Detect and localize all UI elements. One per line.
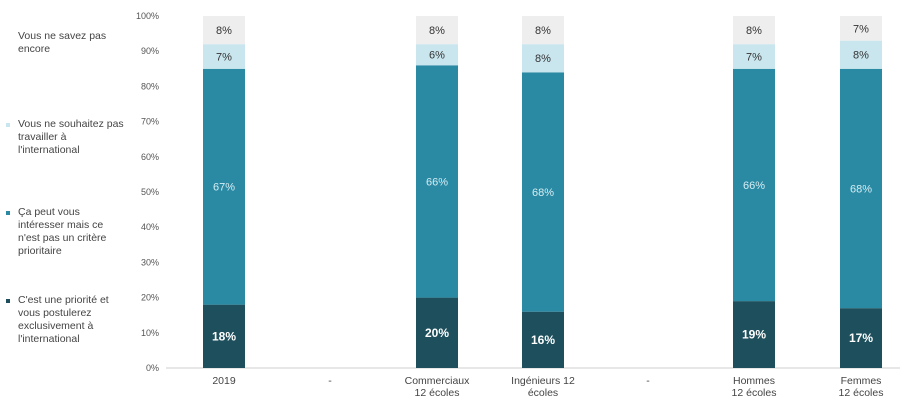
- data-label: 19%: [742, 328, 766, 342]
- bar-segment: [416, 16, 458, 45]
- y-tick-label: 60%: [141, 152, 159, 162]
- y-tick-label: 20%: [141, 293, 159, 303]
- y-tick-label: 30%: [141, 257, 159, 267]
- data-label: 18%: [212, 329, 236, 343]
- data-label: 20%: [425, 326, 449, 340]
- data-label: 17%: [849, 331, 873, 345]
- y-tick-label: 80%: [141, 81, 159, 91]
- data-label: 8%: [853, 50, 869, 62]
- bar-segment: [416, 65, 458, 298]
- data-label: 8%: [746, 25, 762, 37]
- legend-marker: [6, 211, 10, 215]
- x-tick-label: -: [328, 375, 332, 387]
- data-label: 7%: [216, 51, 232, 63]
- y-tick-label: 40%: [141, 222, 159, 232]
- legend-item: Vous ne souhaitez pas travailler à l'int…: [6, 118, 124, 157]
- bar-segment: [522, 44, 564, 73]
- bar-segment: [840, 16, 882, 41]
- data-label: 7%: [853, 23, 869, 35]
- legend-label: Ça peut vous intéresser mais ce n'est pa…: [18, 206, 107, 257]
- legend-item: C'est une priorité et vous postulerez ex…: [6, 294, 124, 346]
- x-tick-label: Femmes 12 écoles: [839, 375, 884, 399]
- bar-segment: [733, 44, 775, 69]
- legend-item: Vous ne savez pas encore: [6, 30, 124, 56]
- bar-segment: [203, 16, 245, 45]
- data-label: 8%: [535, 53, 551, 65]
- bar-segment: [840, 68, 882, 309]
- legend-item: Ça peut vous intéresser mais ce n'est pa…: [6, 206, 124, 258]
- x-tick-label: -: [646, 375, 650, 387]
- legend-marker: [6, 299, 10, 303]
- bar-segment: [733, 301, 775, 368]
- y-tick-label: 70%: [141, 117, 159, 127]
- bar-segment: [203, 68, 245, 305]
- legend-marker: [6, 123, 10, 127]
- bar-segment: [733, 68, 775, 302]
- data-label: 6%: [429, 50, 445, 62]
- data-label: 68%: [532, 187, 554, 199]
- bar-segment: [203, 44, 245, 69]
- legend-label: C'est une priorité et vous postulerez ex…: [18, 294, 109, 345]
- data-label: 16%: [531, 333, 555, 347]
- y-tick-label: 100%: [136, 11, 159, 21]
- data-label: 67%: [213, 182, 235, 194]
- x-axis: 2019 - Commerciaux 12 écoles Ingénieurs 12 éc…: [212, 375, 883, 399]
- data-label: 8%: [535, 25, 551, 37]
- y-tick-label: 50%: [141, 187, 159, 197]
- bar-segment: [522, 72, 564, 312]
- legend-label: Vous ne savez pas encore: [18, 30, 107, 55]
- y-axis: 0% 10% 20% 30% 40% 50% 60% 70% 80% 90% 100%: [136, 11, 900, 373]
- bar-segment: [416, 297, 458, 368]
- data-label: 8%: [429, 25, 445, 37]
- x-tick-label: 2019: [212, 375, 236, 387]
- data-label: 66%: [743, 180, 765, 192]
- bar-segment: [203, 304, 245, 368]
- bar-segment: [733, 16, 775, 45]
- data-label: 66%: [426, 176, 448, 188]
- bar-segment: [416, 44, 458, 66]
- plot-area: 18% 67% 7% 8% 20% 66% 6% 8% 16% 68% 8% 8% 19% 66% 7% 8%…: [203, 16, 882, 368]
- y-tick-label: 90%: [141, 46, 159, 56]
- bar-segment: [840, 40, 882, 69]
- y-tick-label: 0%: [146, 363, 159, 373]
- x-tick-label: Commerciaux 12 écoles: [405, 375, 471, 399]
- bar-segment: [522, 311, 564, 368]
- x-tick-label: Hommes 12 écoles: [732, 375, 777, 399]
- y-tick-label: 10%: [141, 328, 159, 338]
- data-label: 68%: [850, 183, 872, 195]
- bar-segment: [840, 308, 882, 368]
- x-tick-label: Ingénieurs 12 écoles: [511, 375, 575, 399]
- data-label: 7%: [746, 51, 762, 63]
- bar-segment: [522, 16, 564, 45]
- data-label: 8%: [216, 25, 232, 37]
- legend-marker: [6, 35, 10, 39]
- legend-label: Vous ne souhaitez pas travailler à l'int…: [18, 118, 124, 156]
